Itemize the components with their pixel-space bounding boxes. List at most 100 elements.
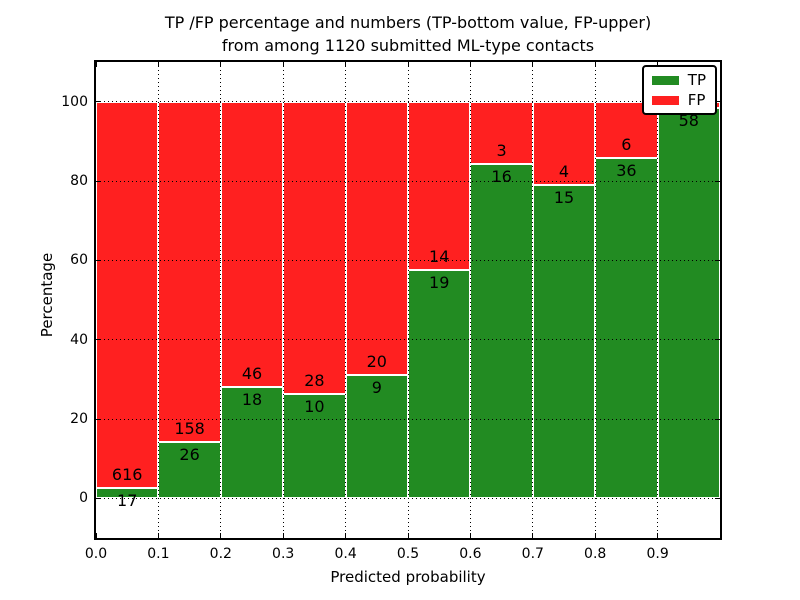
- x-tick-label: 0.1: [147, 546, 170, 562]
- bar-tp-segment: [345, 375, 408, 499]
- bar-tp-count-label: 58: [678, 111, 699, 131]
- bar-tp-segment: [220, 386, 284, 499]
- bar-fp-count-label: 28: [304, 371, 325, 390]
- bar-tp-segment: [470, 164, 533, 499]
- x-tick-mark: [407, 533, 409, 538]
- y-tick-mark: [715, 259, 720, 261]
- bar-fp-count-label: 20: [366, 352, 387, 372]
- bar-fp-count-label: 14: [429, 246, 450, 266]
- bar-tp-count-label: 18: [241, 389, 263, 409]
- legend-item-tp: TP: [651, 71, 706, 89]
- bar-fp-count-label: 158: [174, 419, 205, 439]
- x-tick-mark: [532, 533, 534, 538]
- y-tick-label: 80: [70, 173, 88, 189]
- bar-fp-segment: [345, 101, 408, 376]
- x-tick-label: 0.6: [459, 546, 482, 562]
- vertical-gridline: [469, 62, 471, 538]
- horizontal-gridline: [96, 101, 720, 103]
- y-tick-mark: [715, 101, 720, 103]
- x-tick-label: 0.8: [584, 546, 607, 562]
- bar-fp-segment: [96, 101, 159, 488]
- bar-tp-segment: [283, 394, 346, 499]
- bar-fp-segment: [470, 101, 533, 165]
- x-tick-mark: [157, 533, 159, 538]
- bar-tp-segment: [532, 185, 596, 499]
- x-tick-mark: [469, 533, 471, 538]
- bar-tp-segment: [408, 269, 471, 499]
- bar-tp-count-label: 17: [117, 490, 138, 510]
- x-tick-mark: [345, 62, 347, 67]
- y-tick-label: 100: [61, 93, 88, 110]
- y-tick-mark: [96, 259, 101, 261]
- bar-fp-count-label: 616: [111, 464, 143, 484]
- horizontal-gridline: [96, 339, 720, 341]
- x-tick-label: 0.2: [209, 546, 232, 562]
- y-tick-mark: [715, 497, 720, 499]
- y-tick-label: 0: [79, 490, 88, 507]
- x-tick-label: 0.0: [84, 546, 108, 562]
- vertical-gridline: [157, 62, 159, 538]
- bar-tp-segment: [657, 108, 720, 499]
- horizontal-gridline: [96, 497, 720, 499]
- bar-fp-segment: [158, 101, 221, 443]
- bar-fp-segment: [532, 101, 596, 186]
- x-tick-mark: [594, 533, 596, 538]
- horizontal-gridline: [96, 418, 720, 420]
- bar-tp-count-label: 15: [553, 188, 575, 208]
- plot-area: TP FP 616 17 158 26 46 18 28 10 20 9 14 19 3 16 4 15 6 36 5…: [94, 60, 722, 540]
- legend-label-tp: TP: [687, 71, 706, 89]
- vertical-gridline: [282, 62, 284, 538]
- vertical-gridline: [594, 62, 596, 538]
- chart-title-line2: from among 1120 submitted ML-type contac…: [221, 36, 595, 55]
- chart-title: TP /FP percentage and numbers (TP-bottom…: [96, 11, 720, 57]
- y-tick-mark: [96, 497, 101, 499]
- bar-fp-count-label: 4: [558, 162, 570, 182]
- bar-tp-count-label: 10: [304, 397, 325, 416]
- y-tick-mark: [715, 180, 720, 182]
- x-tick-mark: [282, 62, 284, 67]
- x-tick-label: 0.4: [334, 546, 357, 562]
- y-tick-label: 40: [70, 331, 88, 348]
- y-tick-mark: [715, 339, 720, 341]
- x-tick-label: 0.9: [646, 546, 669, 562]
- y-tick-mark: [96, 339, 101, 341]
- bar-fp-count-label: 6: [621, 135, 632, 155]
- x-tick-mark: [469, 62, 471, 67]
- bar-tp-count-label: 26: [179, 445, 200, 465]
- bar-tp-count-label: 36: [616, 161, 637, 181]
- x-tick-mark: [95, 533, 97, 538]
- x-tick-mark: [220, 62, 222, 67]
- chart-title-line1: TP /FP percentage and numbers (TP-bottom…: [164, 13, 652, 32]
- x-tick-label: 0.7: [521, 546, 544, 562]
- x-tick-mark: [594, 62, 596, 67]
- bar-tp-segment: [158, 442, 221, 499]
- vertical-gridline: [657, 62, 659, 538]
- vertical-gridline: [220, 62, 222, 538]
- x-tick-mark: [407, 62, 409, 67]
- bar-fp-count-label: 3: [496, 141, 507, 161]
- vertical-gridline: [532, 62, 534, 538]
- bar-tp-count-label: 19: [429, 272, 450, 292]
- y-tick-mark: [96, 101, 101, 103]
- x-tick-mark: [95, 62, 97, 67]
- x-tick-label: 0.5: [396, 546, 420, 562]
- x-tick-mark: [657, 62, 659, 67]
- bar-tp-count-label: 9: [371, 378, 382, 398]
- horizontal-gridline: [96, 180, 720, 182]
- bar-tp-count-label: 16: [491, 167, 512, 187]
- legend-swatch-fp: [651, 95, 679, 105]
- y-tick-mark: [96, 180, 101, 182]
- x-tick-mark: [157, 62, 159, 67]
- horizontal-gridline: [96, 259, 720, 261]
- y-tick-mark: [715, 418, 720, 420]
- x-tick-mark: [532, 62, 534, 67]
- bar-tp-segment: [595, 158, 658, 499]
- x-tick-mark: [345, 533, 347, 538]
- bar-fp-segment: [283, 101, 346, 394]
- bar-fp-segment: [408, 101, 471, 270]
- x-axis-label: Predicted probability: [330, 568, 486, 586]
- y-tick-mark: [96, 418, 101, 420]
- legend-swatch-tp: [651, 75, 679, 85]
- bar-fp-count-label: 46: [241, 363, 263, 383]
- y-tick-label: 20: [70, 411, 88, 427]
